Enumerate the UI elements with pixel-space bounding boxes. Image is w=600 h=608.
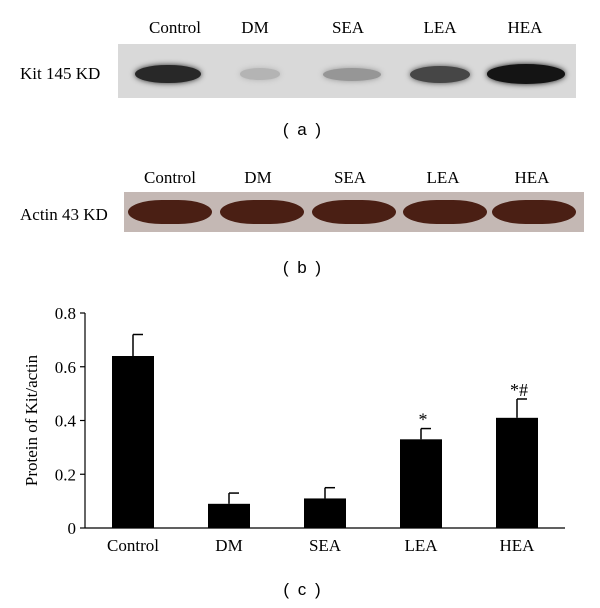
lane-label-a-hea: HEA (507, 18, 543, 37)
y-tick-label: 0.8 (55, 304, 76, 323)
lane-label-b-lea: LEA (426, 168, 460, 187)
significance-hea: *# (510, 380, 528, 400)
y-tick-label: 0.4 (55, 412, 77, 431)
bar-lea (400, 439, 442, 528)
actin-band-dm (220, 200, 304, 224)
lane-label-b-sea: SEA (333, 168, 367, 187)
lane-label-b-hea: HEA (514, 168, 550, 187)
y-tick-label: 0.2 (55, 465, 76, 484)
lane-label-a-sea: SEA (331, 18, 365, 37)
x-tick-label-lea: LEA (404, 536, 438, 555)
lane-label-a-dm: DM (241, 18, 269, 37)
lane-label-a-control: Control (149, 18, 201, 37)
kit-band-dm (240, 68, 280, 80)
kit-band-hea (487, 64, 565, 84)
lane-label-b-control: Control (144, 168, 196, 187)
bar-control (112, 356, 154, 528)
bar-sea (304, 498, 346, 528)
panel-b-label: ( b ) (282, 258, 324, 277)
significance-lea: * (419, 410, 428, 430)
x-tick-label-sea: SEA (309, 536, 342, 555)
row-label-kit: Kit 145 KD (20, 64, 101, 83)
row-label-actin: Actin 43 KD (20, 205, 108, 224)
panel-c-label: ( c ) (283, 580, 323, 599)
actin-band-sea (312, 200, 396, 224)
actin-blot (124, 192, 584, 232)
y-tick-label: 0.6 (55, 358, 76, 377)
actin-band-control (128, 200, 212, 224)
kit-band-sea (323, 67, 381, 81)
bar-dm (208, 503, 250, 528)
actin-band-hea (492, 200, 576, 224)
actin-band-lea (403, 200, 487, 224)
panel-a-label: ( a ) (282, 120, 324, 139)
kit-blot (118, 44, 576, 98)
bar-hea (496, 417, 538, 528)
kit-band-lea (410, 65, 470, 83)
x-tick-label-control: Control (107, 536, 159, 555)
x-tick-label-hea: HEA (500, 536, 536, 555)
lane-label-b-dm: DM (244, 168, 272, 187)
lane-label-a-lea: LEA (423, 18, 457, 37)
kit-actin-bar-chart: 0 0.2 0.4 0.6 0.8 Protein of Kit/actin Control… (22, 304, 565, 555)
x-tick-label-dm: DM (215, 536, 242, 555)
y-axis-label: Protein of Kit/actin (22, 354, 41, 486)
kit-band-control (135, 64, 201, 84)
y-tick-label: 0 (68, 519, 77, 538)
